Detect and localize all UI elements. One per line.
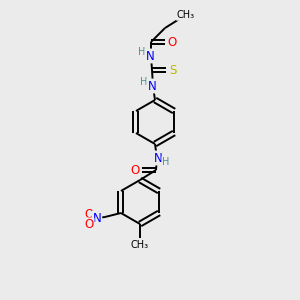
Text: N: N [154, 152, 162, 164]
Text: O: O [84, 208, 94, 221]
Text: H: H [138, 47, 146, 57]
Text: H: H [140, 77, 148, 87]
Text: S: S [169, 64, 177, 76]
Text: O: O [167, 35, 177, 49]
Text: CH₃: CH₃ [131, 240, 149, 250]
Text: CH₃: CH₃ [177, 10, 195, 20]
Text: O: O [84, 218, 94, 232]
Text: N: N [146, 50, 154, 62]
Text: N: N [93, 212, 101, 224]
Text: N: N [148, 80, 156, 92]
Text: O: O [130, 164, 140, 176]
Text: -: - [94, 206, 98, 216]
Text: H: H [162, 157, 170, 167]
